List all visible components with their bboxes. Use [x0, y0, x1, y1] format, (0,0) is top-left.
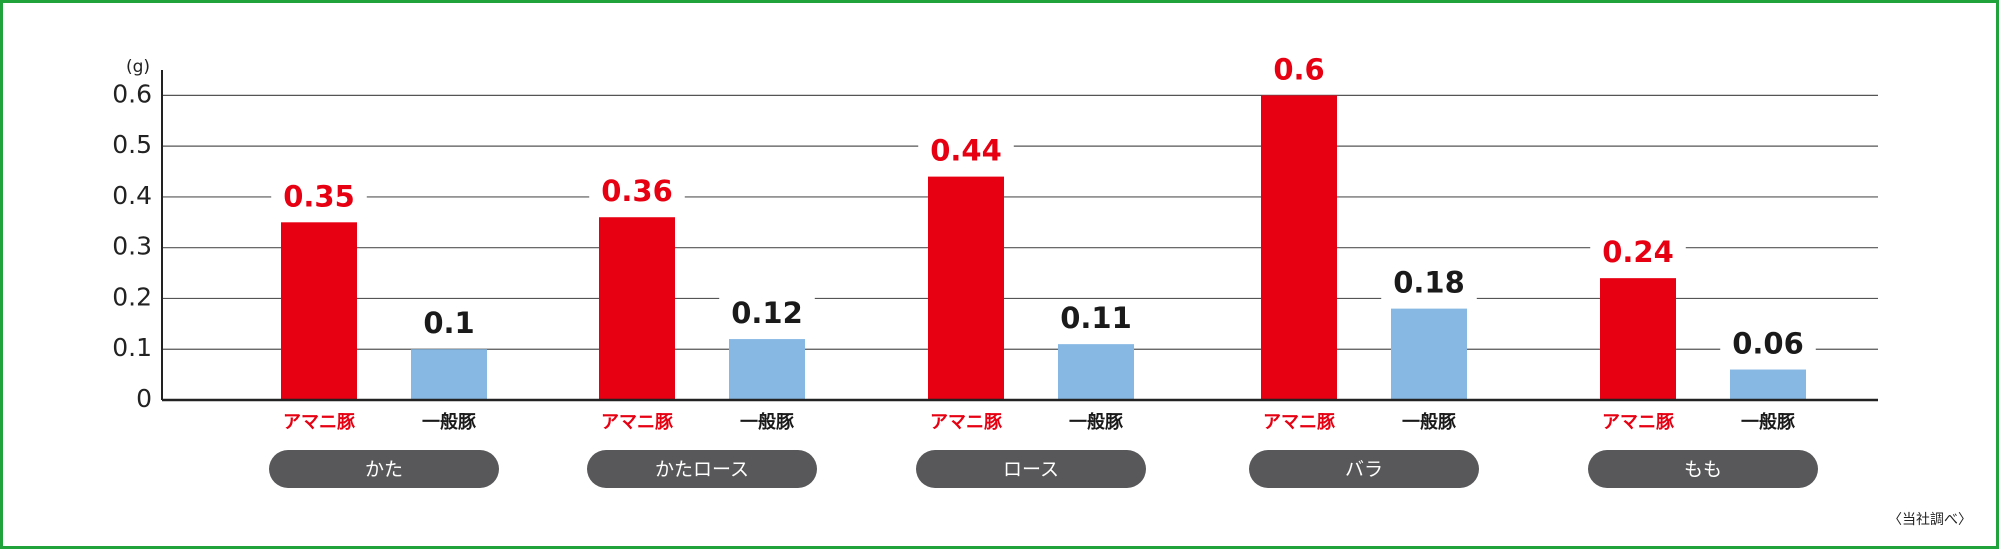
value-label: 0.18 — [1393, 266, 1465, 300]
bar — [281, 222, 357, 400]
value-label: 0.36 — [601, 174, 673, 208]
value-label: 0.24 — [1602, 235, 1674, 269]
category-pill — [1588, 450, 1818, 488]
y-tick-label: 0.1 — [112, 333, 152, 362]
category-label: バラ — [1345, 459, 1383, 481]
value-label: 0.6 — [1273, 52, 1324, 86]
y-axis-label: (g) — [126, 57, 150, 77]
value-label-bg — [918, 131, 1014, 170]
value-label-bg — [1381, 263, 1477, 302]
y-tick-label: 0.4 — [112, 181, 152, 210]
value-label-bg — [1261, 50, 1337, 89]
category-label: かたロース — [655, 459, 749, 481]
series-label: アマニ豚 — [1602, 412, 1674, 433]
category-label: ロース — [1003, 459, 1059, 481]
y-tick-label: 0.6 — [112, 79, 152, 108]
value-label: 0.06 — [1732, 327, 1804, 361]
series-label: アマニ豚 — [1263, 412, 1335, 433]
category-label: もも — [1684, 459, 1722, 481]
y-tick-label: 0 — [136, 384, 152, 413]
series-label: アマニ豚 — [930, 412, 1002, 433]
series-label: 一般豚 — [740, 411, 794, 433]
value-label: 0.44 — [930, 134, 1002, 168]
y-tick-label: 0.3 — [112, 232, 152, 261]
value-label-bg — [1048, 299, 1144, 338]
value-label: 0.12 — [731, 296, 803, 330]
value-label-bg — [1590, 233, 1686, 272]
bar — [1391, 308, 1467, 400]
series-label: 一般豚 — [1741, 411, 1795, 433]
y-tick-label: 0.2 — [112, 282, 152, 311]
series-label: 一般豚 — [1069, 411, 1123, 433]
series-label: アマニ豚 — [601, 412, 673, 433]
category-pill — [916, 450, 1146, 488]
series-label: 一般豚 — [422, 411, 476, 433]
value-label: 0.1 — [423, 306, 474, 340]
bar — [1261, 95, 1337, 400]
y-tick-label: 0.5 — [112, 130, 152, 159]
value-label: 0.35 — [283, 179, 355, 213]
source-note: 〈当社調べ〉 — [1888, 512, 1972, 528]
bar — [729, 339, 805, 400]
value-label-bg — [411, 304, 487, 343]
series-label: 一般豚 — [1402, 411, 1456, 433]
value-label-bg — [271, 177, 367, 216]
category-pill — [587, 450, 817, 488]
category-pill — [269, 450, 499, 488]
bar — [1600, 278, 1676, 400]
category-pill — [1249, 450, 1479, 488]
value-label-bg — [1720, 324, 1816, 363]
bar — [1730, 369, 1806, 400]
series-label: アマニ豚 — [283, 412, 355, 433]
value-label-bg — [589, 172, 685, 211]
bar — [599, 217, 675, 400]
value-label: 0.11 — [1060, 301, 1132, 335]
bar — [1058, 344, 1134, 400]
bar — [928, 176, 1004, 400]
value-label-bg — [719, 294, 815, 333]
category-label: かた — [365, 459, 403, 481]
bar — [411, 349, 487, 400]
